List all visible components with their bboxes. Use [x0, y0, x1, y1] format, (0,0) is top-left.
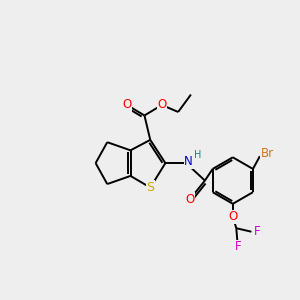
Text: S: S — [146, 181, 154, 194]
Text: Br: Br — [261, 147, 274, 160]
Text: O: O — [228, 210, 237, 223]
Text: F: F — [254, 225, 260, 238]
Text: O: O — [122, 98, 132, 112]
Text: O: O — [185, 193, 194, 206]
Text: O: O — [157, 98, 167, 112]
Text: N: N — [184, 155, 193, 169]
Text: H: H — [194, 150, 202, 160]
Text: F: F — [235, 240, 242, 253]
